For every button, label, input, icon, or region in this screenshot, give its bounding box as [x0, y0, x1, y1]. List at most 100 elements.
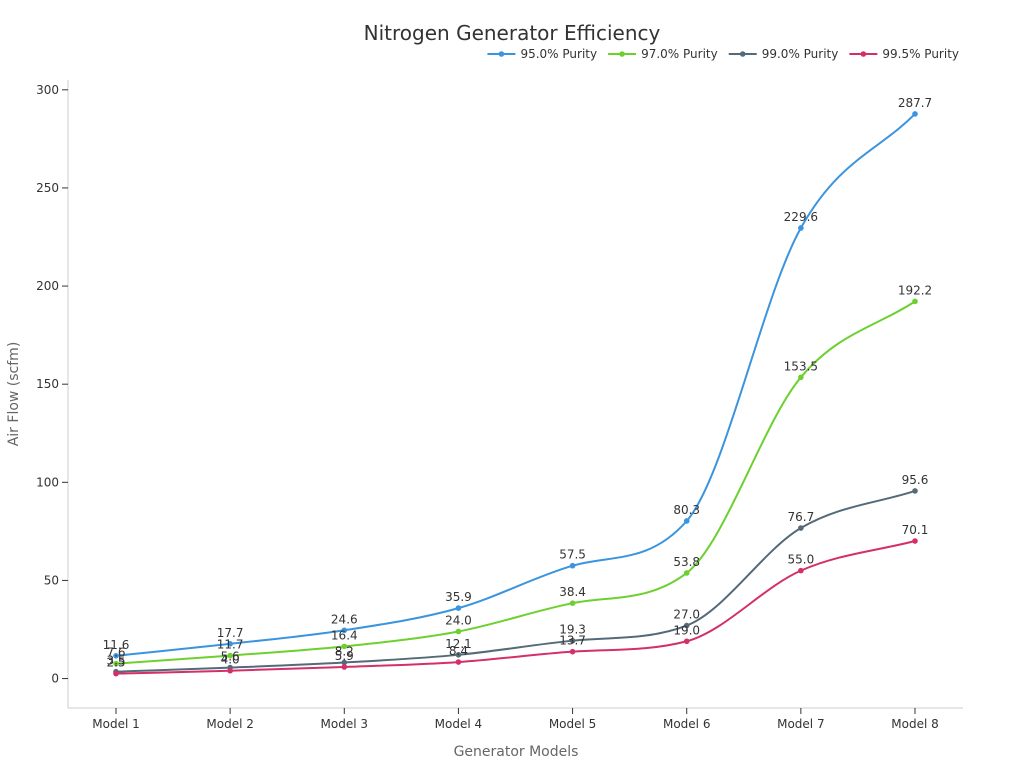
data-point: [912, 538, 918, 544]
series-line: [115, 489, 916, 673]
legend-item-3: 99.0% Purity: [728, 47, 839, 61]
data-label: 38.4: [559, 585, 586, 599]
data-point: [455, 605, 462, 611]
data-label: 8.4: [449, 644, 468, 658]
y-tick-label: 150: [36, 377, 59, 391]
data-point: [912, 298, 918, 305]
data-label: 8.2: [335, 644, 354, 658]
series-line: [115, 300, 916, 665]
data-label: 70.1: [902, 523, 929, 537]
data-point: [227, 667, 233, 674]
data-label: 95.6: [902, 473, 929, 487]
data-label: 16.4: [331, 628, 358, 642]
legend-item-1: 95.0% Purity: [487, 47, 597, 61]
data-label: 5.9: [335, 649, 354, 663]
y-axis-ticks: 0 50 100 150 200 250 300: [36, 83, 68, 686]
y-tick-label: 100: [36, 475, 59, 489]
data-point: [341, 664, 348, 670]
series-4: 2.5 4.0 5.9 8.4 13.7 19.0 55.0 70.1: [106, 523, 929, 677]
data-label: 11.7: [217, 638, 244, 652]
series-2: 7.6 11.7 16.4 24.0 38.4 53.8 153.5 192.2: [106, 283, 932, 667]
x-tick-label: Model 6: [663, 717, 710, 731]
data-label: 53.8: [673, 555, 700, 569]
data-label: 17.7: [217, 626, 244, 640]
data-point: [683, 570, 690, 576]
data-label: 229.6: [784, 210, 818, 224]
data-point: [798, 225, 804, 231]
series-3: 3.5 5.6 8.2 12.1 19.3 27.0 76.7 95.6: [106, 473, 928, 675]
legend-dot-marker: [498, 51, 505, 57]
series-1: 11.6 17.7 24.6 35.9 57.5 80.3 229.6 287.7: [103, 96, 932, 659]
data-label: 24.6: [331, 612, 358, 626]
legend-label: 99.0% Purity: [762, 47, 839, 61]
x-tick-label: Model 7: [777, 717, 824, 731]
legend-dot-marker: [739, 51, 746, 57]
data-label: 153.5: [784, 359, 818, 373]
legend-item-4: 99.5% Purity: [849, 47, 959, 61]
data-label: 3.5: [106, 654, 125, 668]
data-label: 192.2: [898, 283, 932, 297]
data-point: [455, 659, 462, 665]
data-point: [683, 622, 690, 629]
data-label: 19.0: [673, 623, 700, 637]
data-label: 19.3: [559, 623, 586, 637]
y-tick-label: 50: [44, 573, 59, 587]
data-label: 4.0: [221, 653, 240, 667]
legend-item-2: 97.0% Purity: [608, 47, 718, 61]
legend-label: 95.0% Purity: [520, 47, 597, 61]
data-point: [227, 641, 233, 647]
data-label: 287.7: [898, 96, 932, 110]
legend-dot-marker: [860, 51, 867, 57]
data-label: 12.1: [445, 637, 472, 651]
y-axis-title: Air Flow (scfm): [6, 342, 22, 447]
data-point: [455, 652, 462, 658]
series-group: 11.617.724.635.957.580.3229.6287.77.611.…: [103, 96, 932, 677]
data-point: [912, 111, 918, 117]
data-point: [341, 643, 348, 650]
data-label: 13.7: [559, 634, 586, 648]
legend-dot-marker: [619, 51, 625, 57]
data-label: 11.6: [103, 638, 130, 652]
data-point: [341, 627, 348, 634]
x-tick-label: Model 2: [206, 717, 253, 731]
data-point: [227, 652, 233, 659]
data-label: 7.6: [106, 646, 125, 660]
data-point: [455, 628, 462, 635]
legend-label: 97.0% Purity: [641, 47, 718, 61]
data-label: 76.7: [787, 510, 814, 524]
y-tick-label: 300: [36, 83, 59, 97]
chart-title: Nitrogen Generator Efficiency: [364, 21, 661, 45]
data-point: [912, 488, 918, 494]
data-label: 27.0: [673, 608, 700, 622]
x-tick-label: Model 3: [321, 717, 368, 731]
x-axis-title: Generator Models: [454, 744, 579, 760]
data-point: [113, 660, 119, 667]
x-tick-label: Model 8: [891, 717, 938, 731]
x-tick-label: Model 1: [92, 717, 139, 731]
x-tick-label: Model 4: [435, 717, 482, 731]
data-point: [341, 659, 348, 666]
data-point: [683, 638, 690, 645]
x-axis-ticks: Model 1 Model 2 Model 3 Model 4 Model 5 Model…: [92, 708, 939, 731]
data-point: [113, 670, 119, 677]
data-point: [798, 525, 804, 531]
data-point: [569, 600, 576, 607]
data-point: [569, 648, 576, 655]
data-point: [569, 562, 576, 569]
data-label: 2.5: [106, 656, 125, 670]
data-point: [569, 637, 576, 644]
y-tick-label: 250: [36, 181, 59, 195]
legend: 95.0% Purity 97.0% Purity 99.0% Purity 99.5…: [487, 47, 959, 61]
data-label: 57.5: [559, 548, 586, 562]
data-label: 24.0: [445, 613, 472, 627]
data-label: 55.0: [787, 553, 814, 567]
data-point: [798, 567, 804, 574]
y-tick-label: 200: [36, 279, 59, 293]
data-point: [113, 652, 119, 659]
x-tick-label: Model 5: [549, 717, 596, 731]
data-label: 80.3: [673, 503, 700, 517]
data-point: [798, 374, 804, 381]
data-point: [683, 518, 690, 524]
